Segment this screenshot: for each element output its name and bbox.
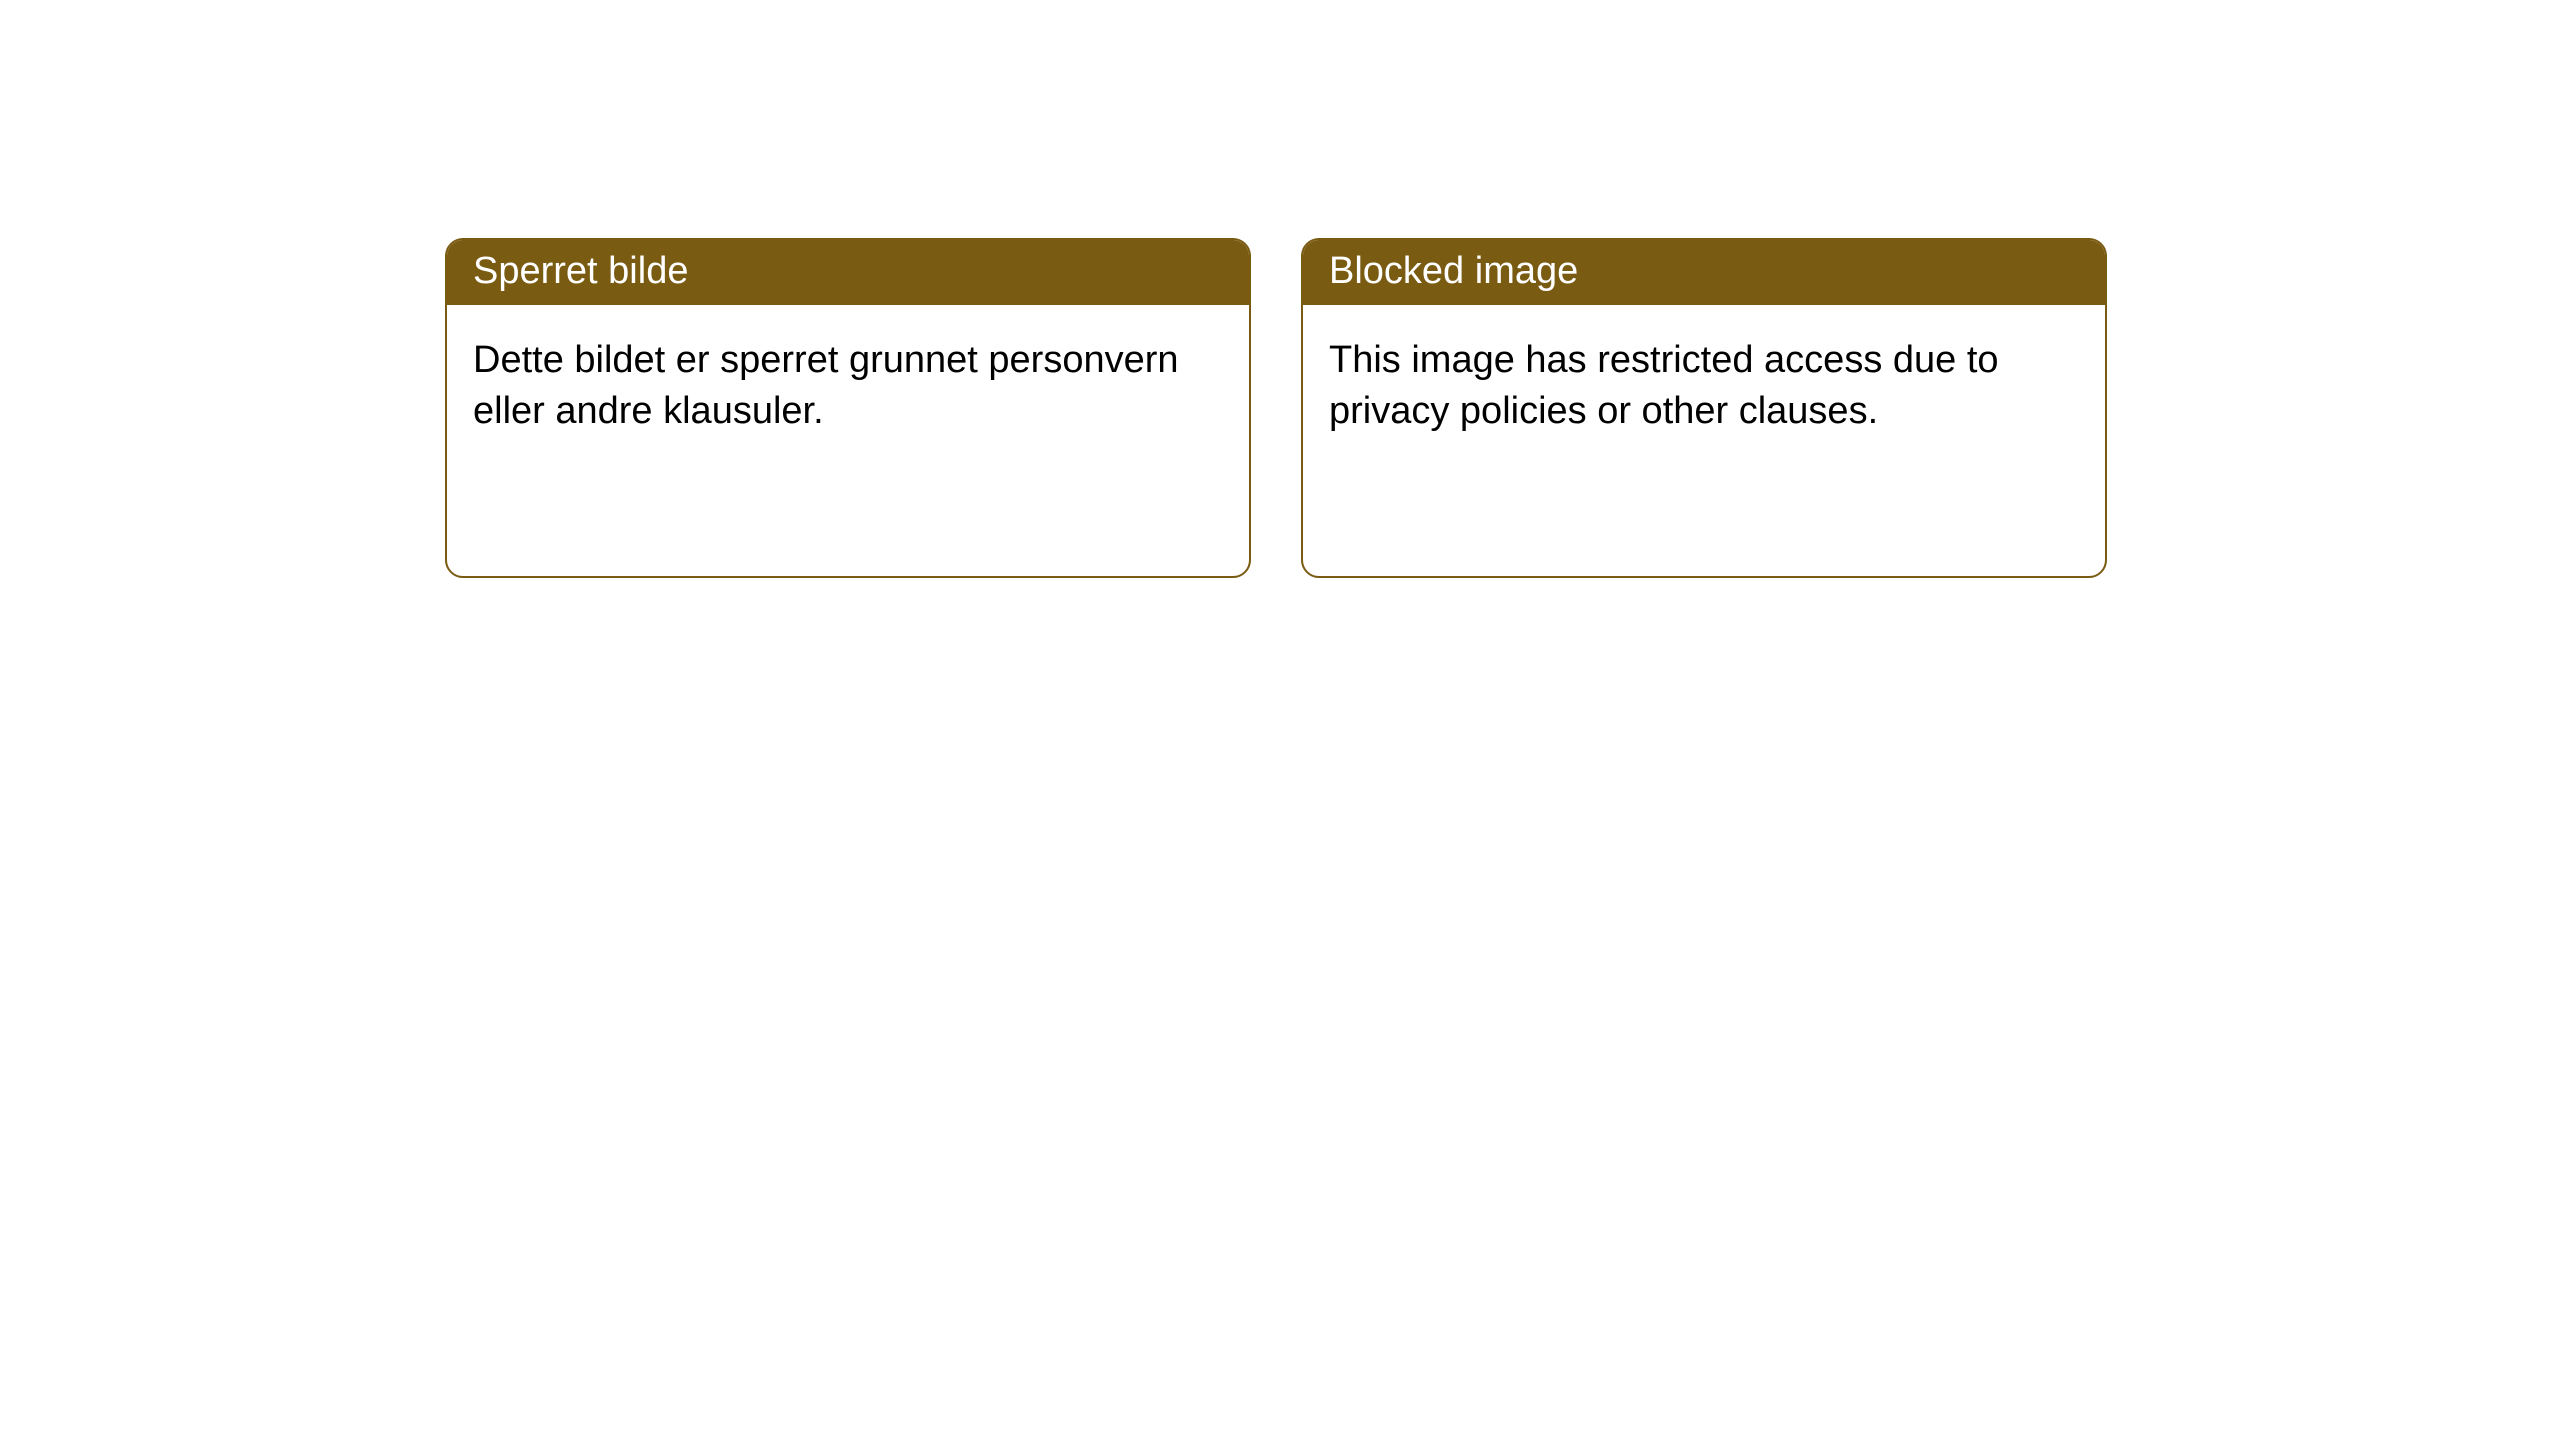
card-body-norwegian: Dette bildet er sperret grunnet personve… — [447, 305, 1249, 468]
card-body-english: This image has restricted access due to … — [1303, 305, 2105, 468]
card-english: Blocked image This image has restricted … — [1301, 238, 2107, 578]
card-title-english: Blocked image — [1329, 250, 1578, 292]
card-text-english: This image has restricted access due to … — [1329, 339, 1999, 432]
card-header-norwegian: Sperret bilde — [447, 240, 1249, 305]
card-text-norwegian: Dette bildet er sperret grunnet personve… — [473, 339, 1179, 432]
card-header-english: Blocked image — [1303, 240, 2105, 305]
cards-container: Sperret bilde Dette bildet er sperret gr… — [445, 238, 2107, 578]
card-title-norwegian: Sperret bilde — [473, 250, 688, 292]
card-norwegian: Sperret bilde Dette bildet er sperret gr… — [445, 238, 1251, 578]
